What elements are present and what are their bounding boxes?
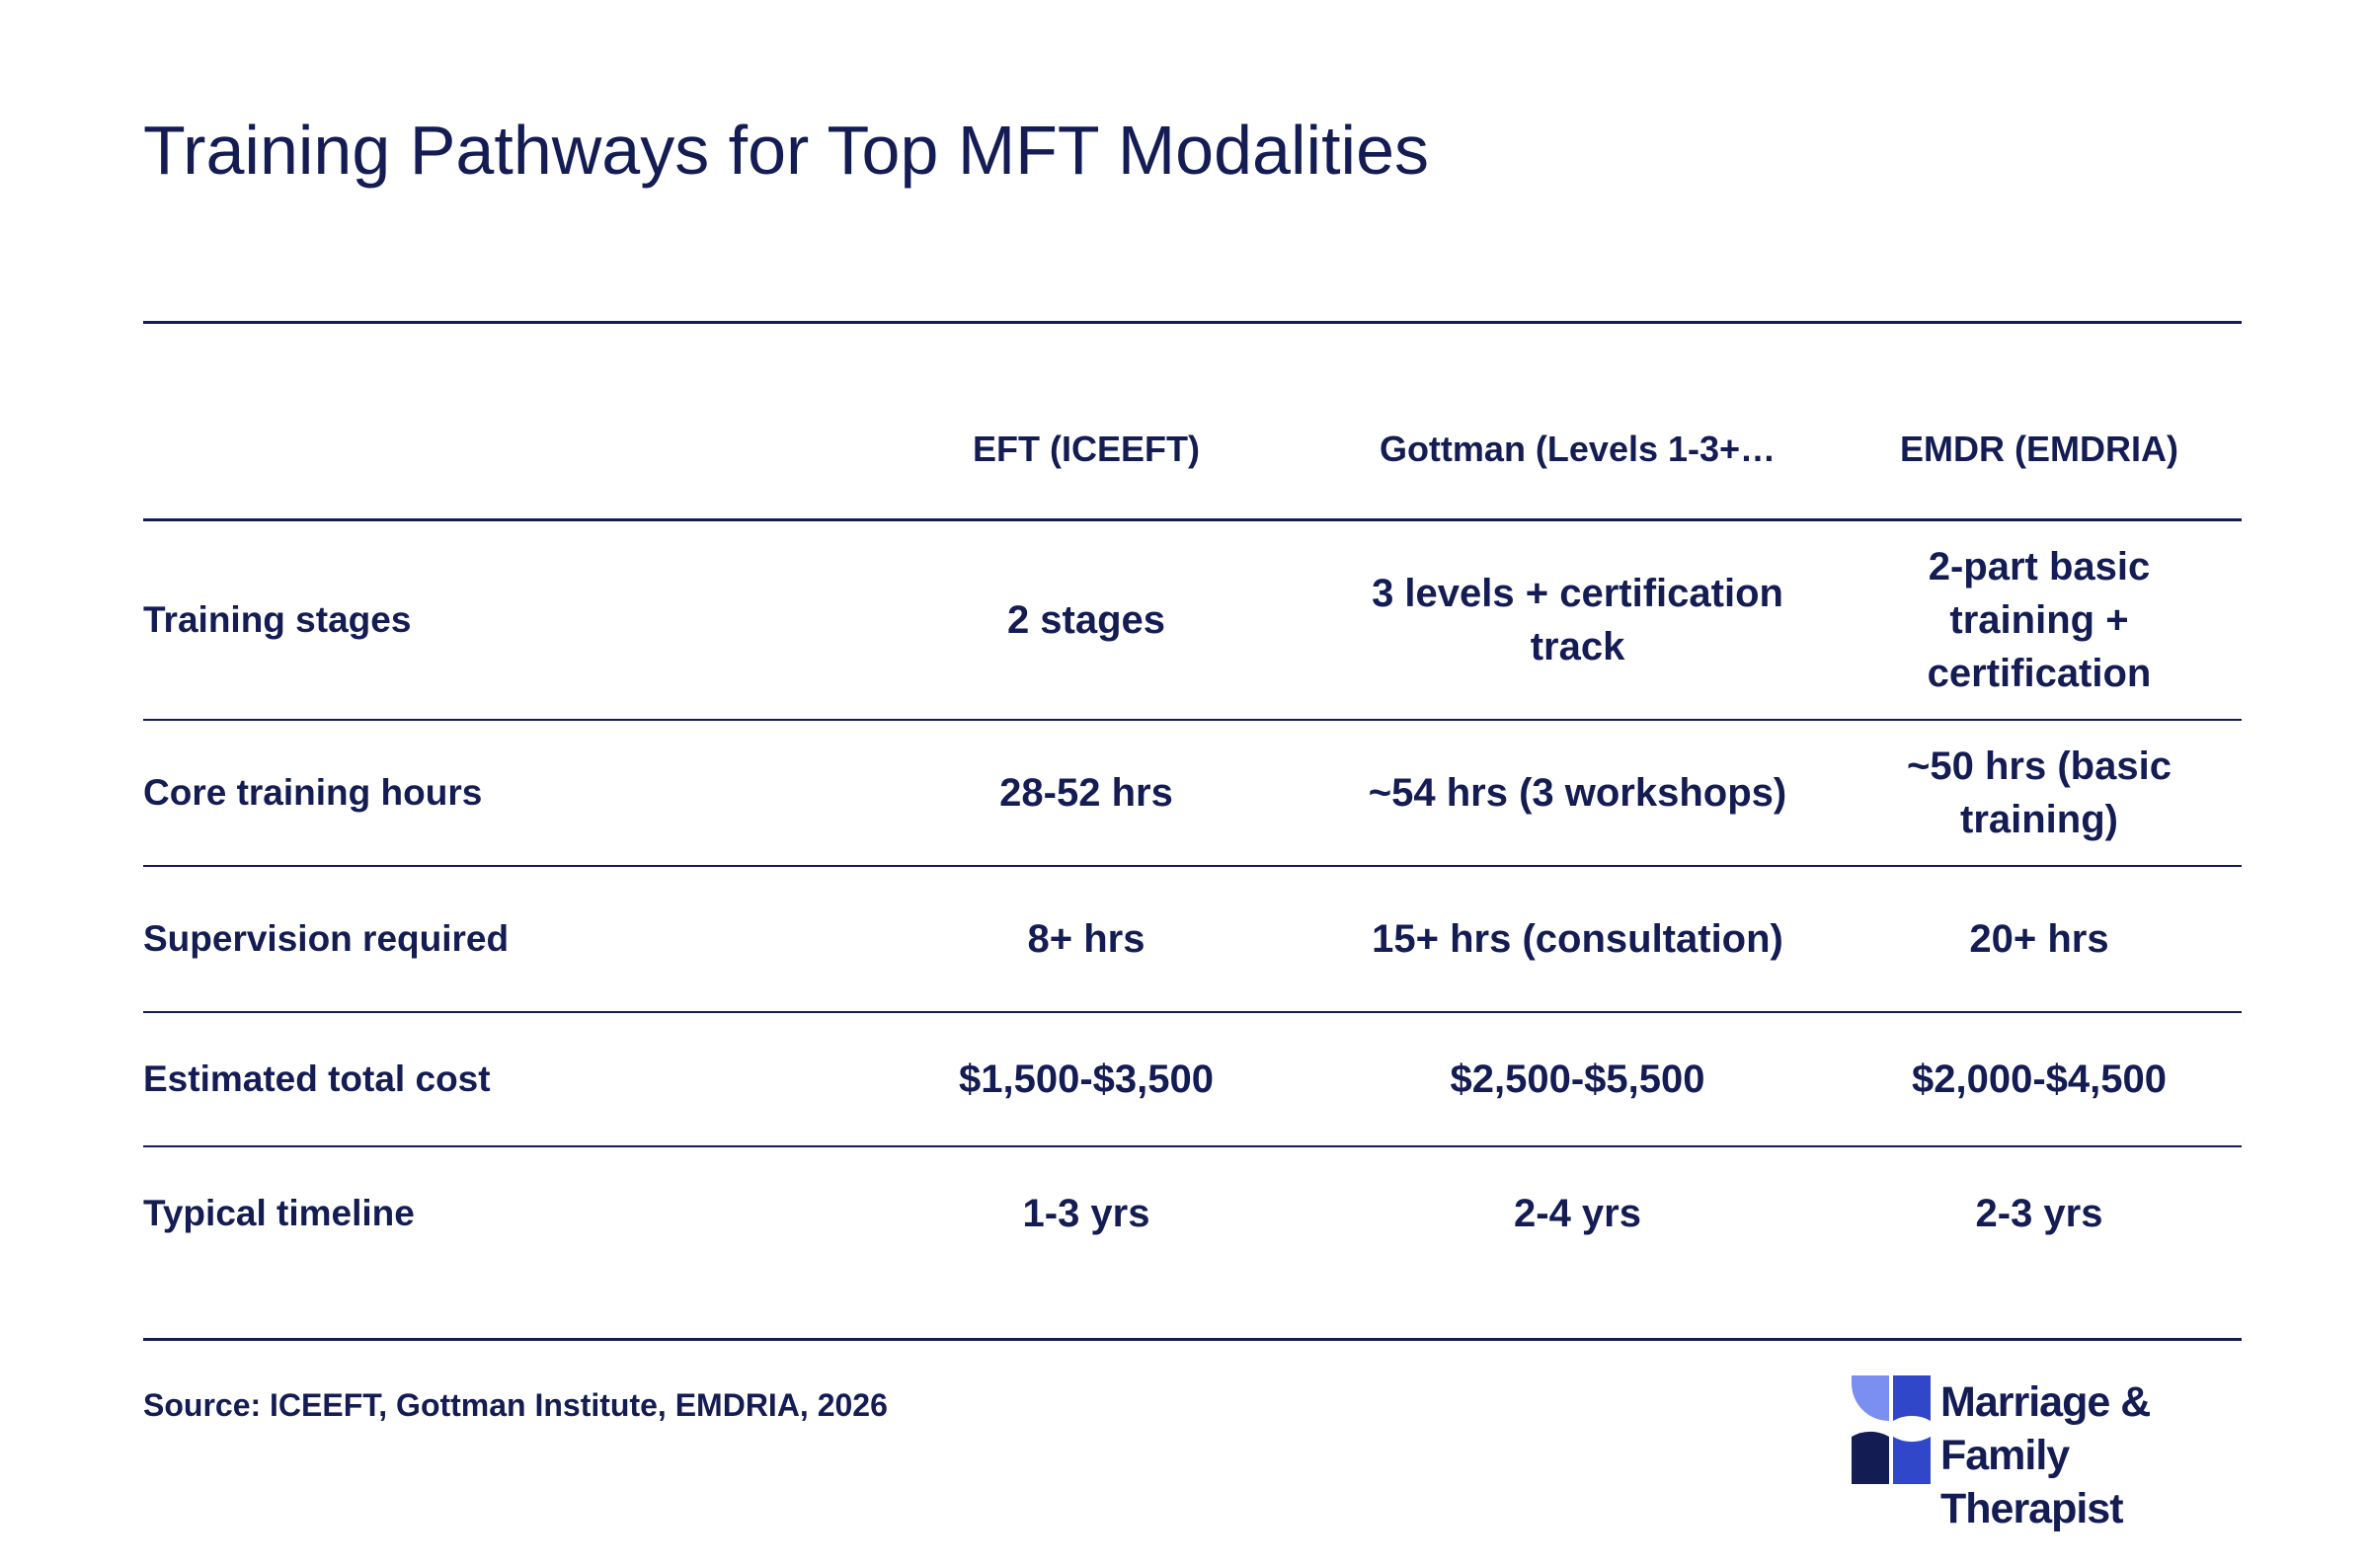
table-cell: 2-4 yrs — [1514, 1192, 1641, 1235]
table-cell: 20+ hrs — [1837, 866, 2242, 1013]
bottom-divider — [143, 1338, 2242, 1341]
source-note: Source: ICEEFT, Gottman Institute, EMDRI… — [143, 1387, 888, 1423]
column-header-blank — [143, 380, 854, 521]
table-cell: ~50 hrs (basic training) — [1837, 720, 2242, 867]
brand-line-1: Marriage & Family — [1940, 1378, 2151, 1479]
column-header-gottman: Gottman (Levels 1-3+… — [1318, 380, 1837, 521]
comparison-table: EFT (ICEEFT) Gottman (Levels 1-3+… EMDR … — [143, 380, 2242, 1280]
row-label: Core training hours — [143, 720, 854, 867]
brand-name: Marriage & Family Therapist — [1940, 1375, 2242, 1535]
table-cell: 2-part basic training + certification — [1837, 519, 2242, 721]
row-label: Estimated total cost — [143, 1012, 854, 1147]
row-label: Typical timeline — [143, 1193, 415, 1233]
table-row: Core training hours 28-52 hrs ~54 hrs (3… — [143, 720, 2242, 867]
table-header-row: EFT (ICEEFT) Gottman (Levels 1-3+… EMDR … — [143, 380, 2242, 521]
column-header-emdr: EMDR (EMDRIA) — [1837, 380, 2242, 521]
table-cell: 1-3 yrs — [1022, 1192, 1150, 1235]
table-cell: 2 stages — [854, 519, 1318, 721]
brand-line-2: Therapist — [1940, 1485, 2124, 1532]
pinwheel-logo-icon — [1852, 1375, 1931, 1484]
row-label: Supervision required — [143, 866, 854, 1013]
table-cell: 28-52 hrs — [854, 720, 1318, 867]
column-header-eft: EFT (ICEEFT) — [854, 380, 1318, 521]
table-cell: $2,000-$4,500 — [1837, 1012, 2242, 1147]
top-divider — [143, 321, 2242, 324]
table-cell: $2,500-$5,500 — [1318, 1012, 1837, 1147]
table-row: Typical timeline 1-3 yrs 2-4 yrs 2-3 yrs — [143, 1146, 2242, 1280]
table-row: Estimated total cost $1,500-$3,500 $2,50… — [143, 1012, 2242, 1147]
table-cell: 3 levels + certification track — [1318, 519, 1837, 721]
table-row: Supervision required 8+ hrs 15+ hrs (con… — [143, 866, 2242, 1013]
brand-logo: Marriage & Family Therapist — [1852, 1375, 2242, 1532]
page-title: Training Pathways for Top MFT Modalities — [143, 112, 1430, 189]
table-cell: 2-3 yrs — [1975, 1192, 2103, 1235]
row-label: Training stages — [143, 519, 854, 721]
table-cell: $1,500-$3,500 — [854, 1012, 1318, 1147]
table-cell: 15+ hrs (consultation) — [1318, 866, 1837, 1013]
table-cell: 8+ hrs — [854, 866, 1318, 1013]
table-cell: ~54 hrs (3 workshops) — [1318, 720, 1837, 867]
table-row: Training stages 2 stages 3 levels + cert… — [143, 519, 2242, 721]
